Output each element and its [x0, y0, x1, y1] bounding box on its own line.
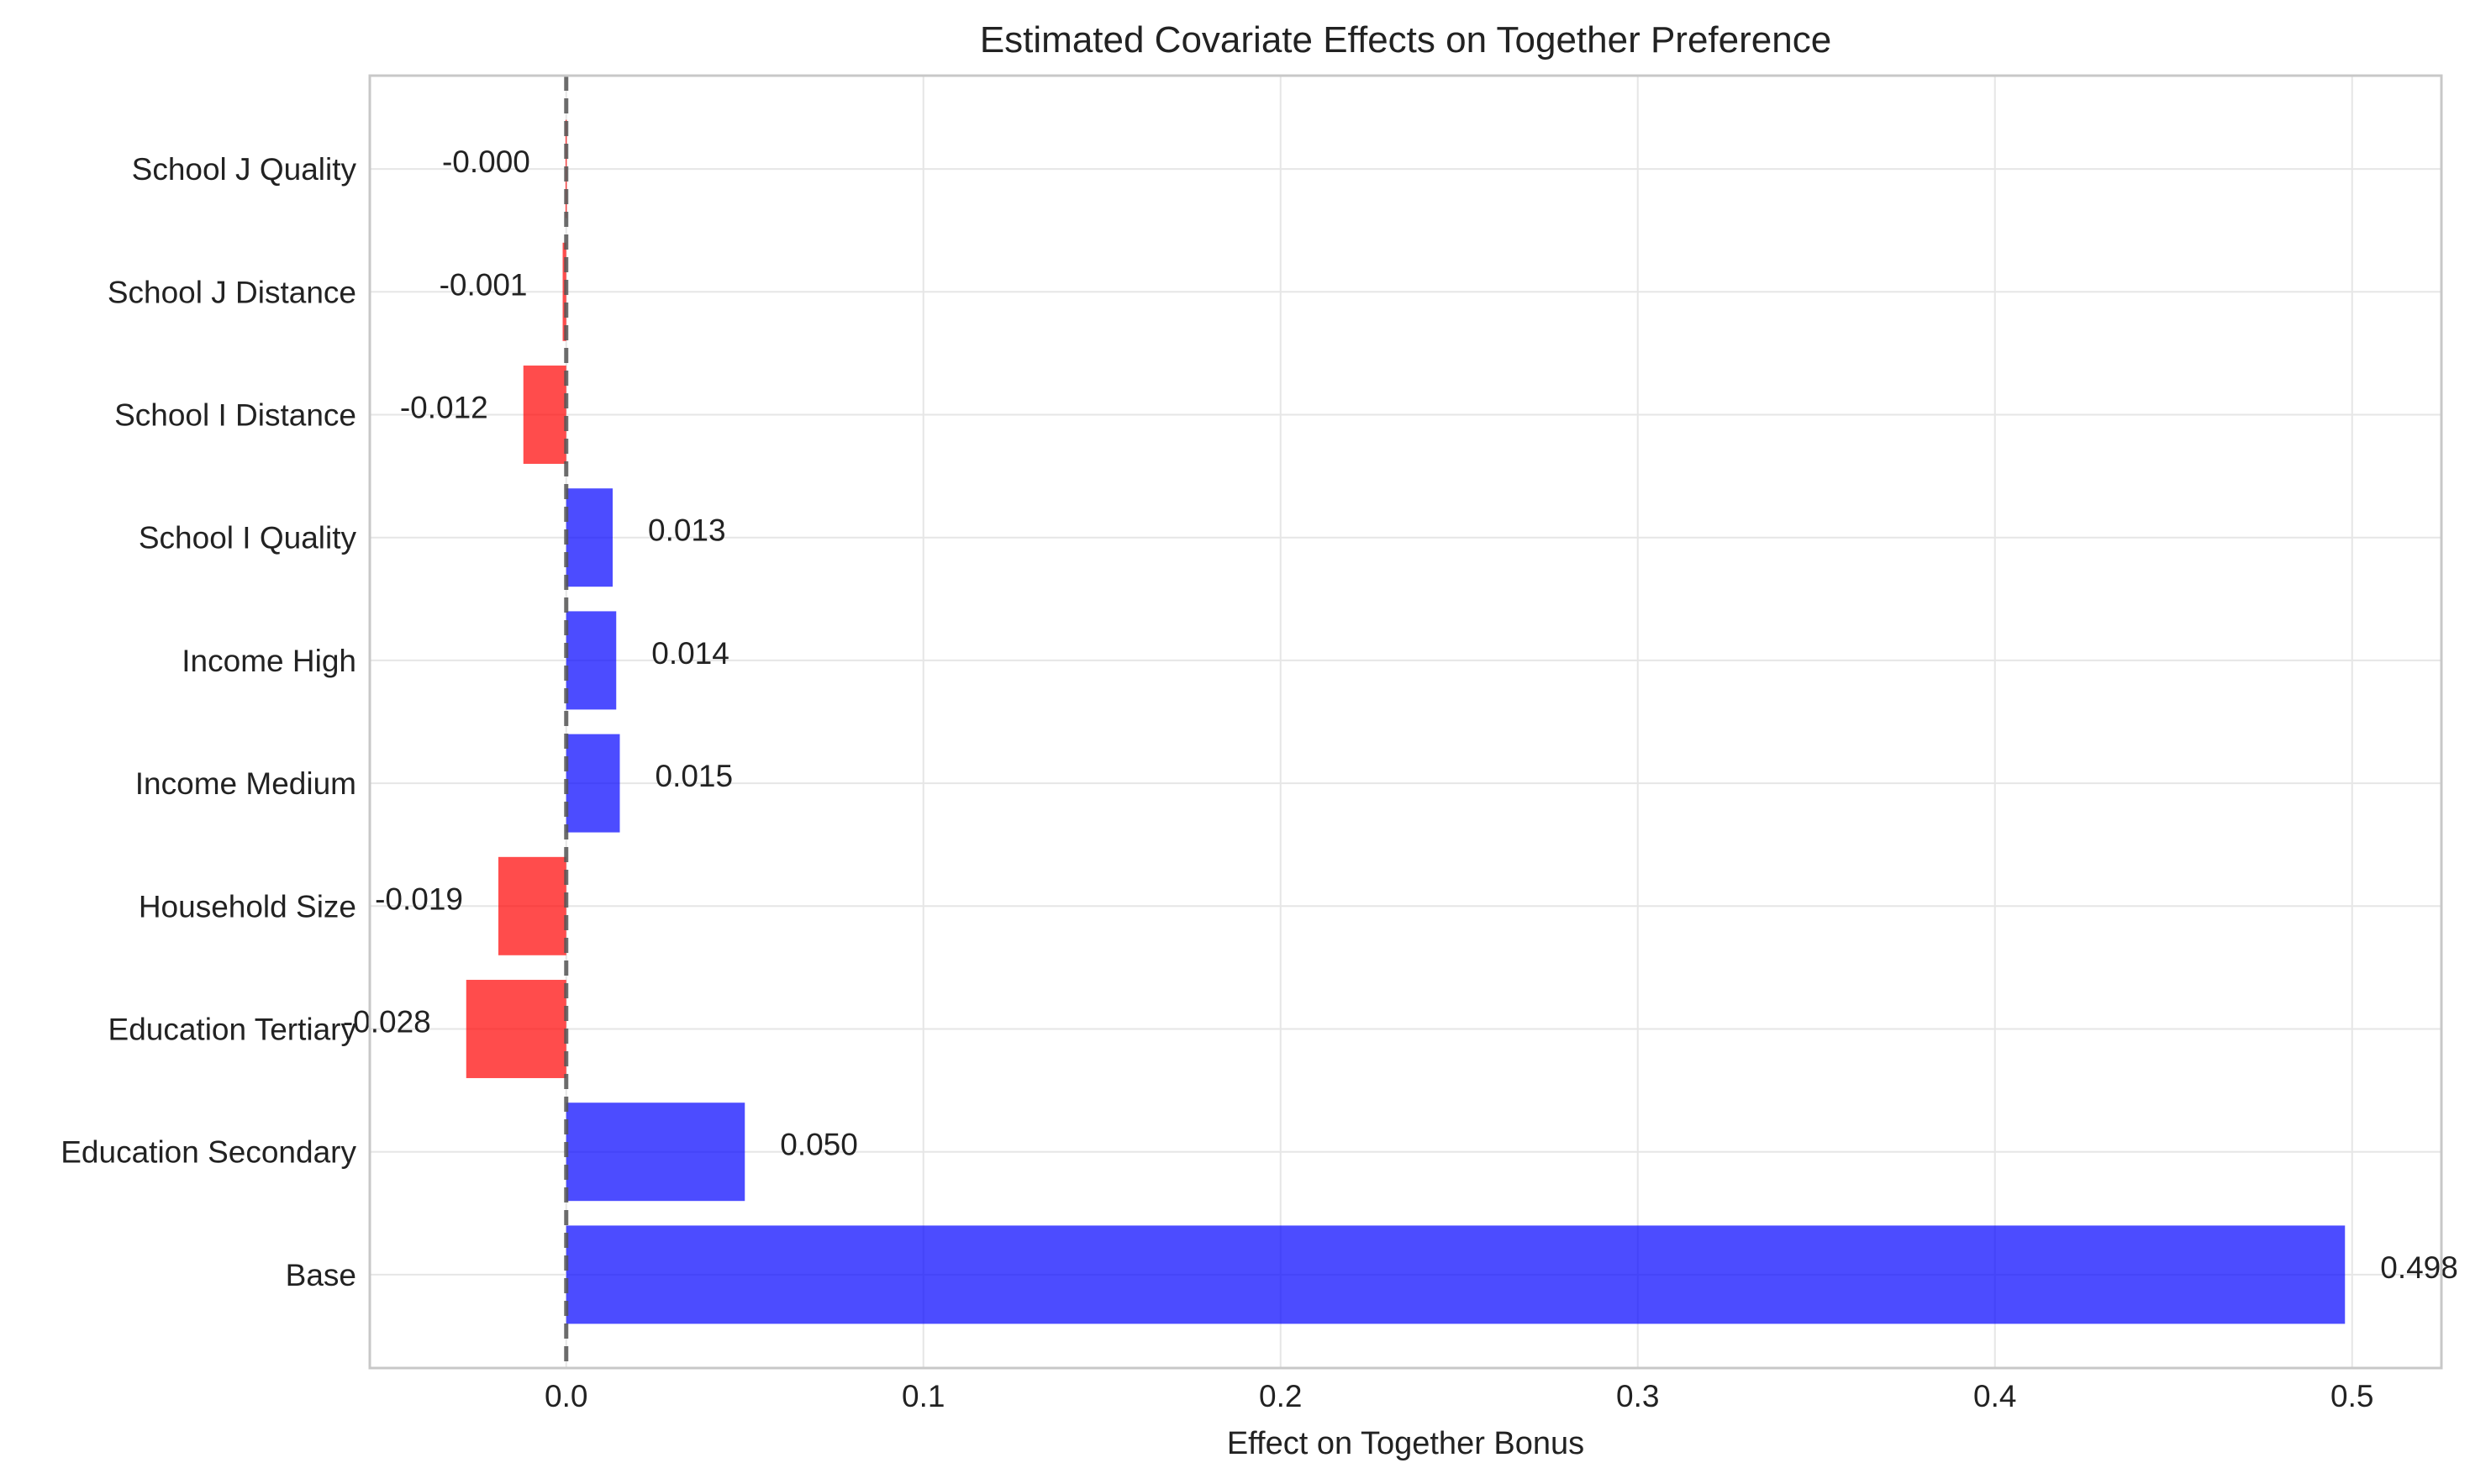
grid-layer [370, 76, 2441, 1368]
bar [566, 488, 613, 587]
bar [466, 980, 566, 1078]
x-tick-label: 0.0 [545, 1379, 587, 1413]
x-tick-label: 0.3 [1616, 1379, 1659, 1413]
y-tick-label: Income Medium [135, 766, 356, 801]
bar-value-label: -0.012 [400, 391, 488, 425]
y-tick-label: School I Quality [139, 521, 357, 555]
bar [498, 856, 566, 955]
chart-title: Estimated Covariate Effects on Together … [980, 19, 1831, 61]
bar-value-label: 0.050 [780, 1128, 858, 1162]
bar [523, 366, 566, 464]
bar [566, 1225, 2346, 1324]
y-tick-label: Base [286, 1258, 356, 1292]
bar [566, 611, 617, 710]
y-tick-label: Income High [182, 644, 356, 678]
bars-layer [466, 119, 2346, 1324]
bar-value-label: -0.000 [442, 145, 530, 179]
bar-value-label: 0.498 [2380, 1250, 2458, 1285]
bar-value-label: 0.015 [656, 759, 734, 793]
labels-layer: 0.0 0.1 0.2 0.3 0.4 0.5 Base Education Secondar… [61, 145, 2458, 1413]
y-tick-label: Household Size [139, 889, 356, 924]
bar [566, 1102, 745, 1202]
y-tick-label: School J Distance [108, 275, 356, 309]
y-tick-label: Education Secondary [61, 1135, 356, 1170]
x-tick-label: 0.1 [902, 1379, 945, 1413]
bar-value-label: -0.001 [440, 267, 528, 302]
x-axis-label: Effect on Together Bonus [1227, 1426, 1584, 1461]
y-tick-label: School J Quality [132, 152, 357, 187]
y-tick-label: School I Distance [114, 398, 356, 433]
bar-value-label: -0.028 [343, 1005, 431, 1039]
bar-value-label: -0.019 [375, 881, 463, 916]
x-tick-label: 0.4 [1973, 1379, 2016, 1413]
bar-value-label: 0.013 [648, 513, 726, 548]
plot-frame [368, 74, 2443, 1370]
x-tick-label: 0.5 [2330, 1379, 2373, 1413]
bar-value-label: 0.014 [651, 636, 729, 671]
x-tick-label: 0.2 [1259, 1379, 1302, 1413]
bar [566, 734, 620, 833]
y-tick-label: Education Tertiary [108, 1013, 357, 1047]
